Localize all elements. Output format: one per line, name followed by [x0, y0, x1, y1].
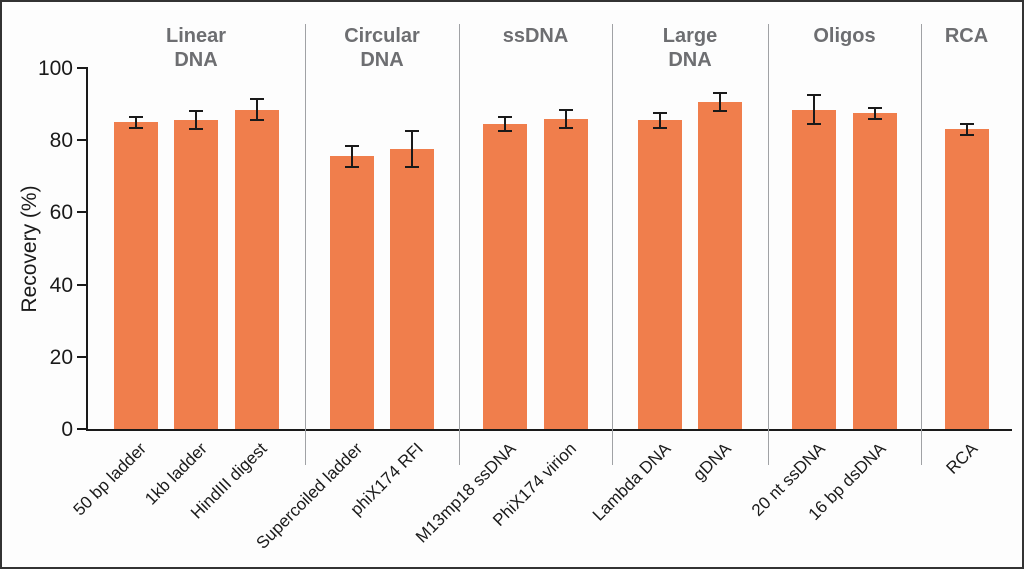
error-bar-line [564, 109, 567, 128]
error-bar-cap-bottom [558, 126, 573, 129]
group-title: RCA [944, 25, 989, 47]
bar [698, 102, 743, 429]
group-divider [305, 24, 306, 465]
y-axis-tick [77, 67, 86, 69]
y-axis-line [86, 67, 88, 431]
group-title: Oligos [813, 25, 876, 47]
error-bar-cap-top [249, 97, 264, 100]
group-divider [612, 24, 613, 465]
y-axis-tick [77, 283, 86, 286]
x-tick-label: Lambda DNA [588, 439, 675, 525]
error-bar-line [965, 123, 968, 135]
group-title: Large DNA [662, 25, 718, 71]
bar [390, 149, 435, 429]
error-bar-cap-top [652, 112, 667, 115]
bar [852, 113, 897, 429]
error-bar-cap-top [405, 130, 420, 133]
x-tick-label: gDNA [689, 439, 735, 485]
error-bar-line [195, 111, 197, 130]
error-bar-cap-top [807, 94, 822, 97]
bar [637, 120, 682, 429]
group-divider [459, 24, 460, 465]
error-bar-line [504, 116, 507, 132]
error-bar-line [658, 113, 661, 128]
error-bar-cap-top [713, 92, 728, 95]
x-tick-label: Supercoiled ladder [252, 439, 367, 553]
error-bar-cap-bottom [959, 133, 974, 136]
y-axis-tick [77, 355, 86, 358]
error-bar-cap-top [558, 108, 573, 111]
bar [944, 129, 989, 429]
x-tick-label: M13mp18 ssDNA [412, 439, 520, 547]
y-tick-label: 0 [61, 418, 73, 441]
error-bar-cap-bottom [405, 166, 420, 169]
error-bar-line [813, 95, 816, 124]
bar [483, 123, 528, 429]
error-bar-line [411, 131, 414, 168]
error-bar-cap-bottom [807, 122, 822, 125]
y-tick-label: 40 [49, 273, 73, 297]
error-bar-cap-bottom [344, 166, 359, 169]
error-bar-line [873, 107, 876, 119]
group-divider [768, 24, 769, 465]
error-bar-cap-top [867, 106, 882, 109]
error-bar-cap-bottom [498, 130, 513, 133]
y-tick-label: 20 [49, 345, 73, 369]
y-tick-label: 100 [37, 57, 73, 80]
bar [113, 122, 158, 429]
error-bar-line [255, 98, 258, 121]
group-title: Linear DNA [165, 25, 227, 71]
error-bar-cap-bottom [867, 117, 882, 120]
error-bar-cap-top [498, 115, 513, 118]
error-bar-cap-bottom [652, 126, 667, 129]
y-axis-tick [77, 139, 86, 142]
error-bar-cap-top [128, 115, 143, 118]
error-bar-cap-top [959, 122, 974, 125]
error-bar-line [350, 145, 353, 168]
y-tick-label: 80 [49, 129, 73, 153]
error-bar-line [719, 93, 722, 112]
bar [792, 109, 837, 429]
error-bar-cap-top [344, 144, 359, 147]
group-title: ssDNA [502, 25, 569, 47]
group-title: Circular DNA [344, 25, 420, 71]
y-tick-label: 60 [49, 201, 73, 225]
error-bar-cap-top [189, 110, 203, 113]
error-bar-cap-bottom [249, 119, 264, 122]
x-tick-label: RCA [942, 439, 981, 478]
bar [329, 156, 374, 429]
bar [543, 118, 588, 429]
bar [174, 120, 218, 429]
bar [234, 109, 279, 429]
x-tick-label: 50 bp ladder [69, 439, 150, 520]
error-bar-line [134, 116, 137, 128]
group-divider [921, 24, 922, 465]
error-bar-cap-bottom [713, 110, 728, 113]
error-bar-cap-bottom [189, 128, 203, 131]
y-axis-tick [77, 428, 86, 430]
error-bar-cap-bottom [128, 126, 143, 129]
y-axis-tick [77, 211, 86, 214]
x-axis-line [86, 429, 1012, 431]
